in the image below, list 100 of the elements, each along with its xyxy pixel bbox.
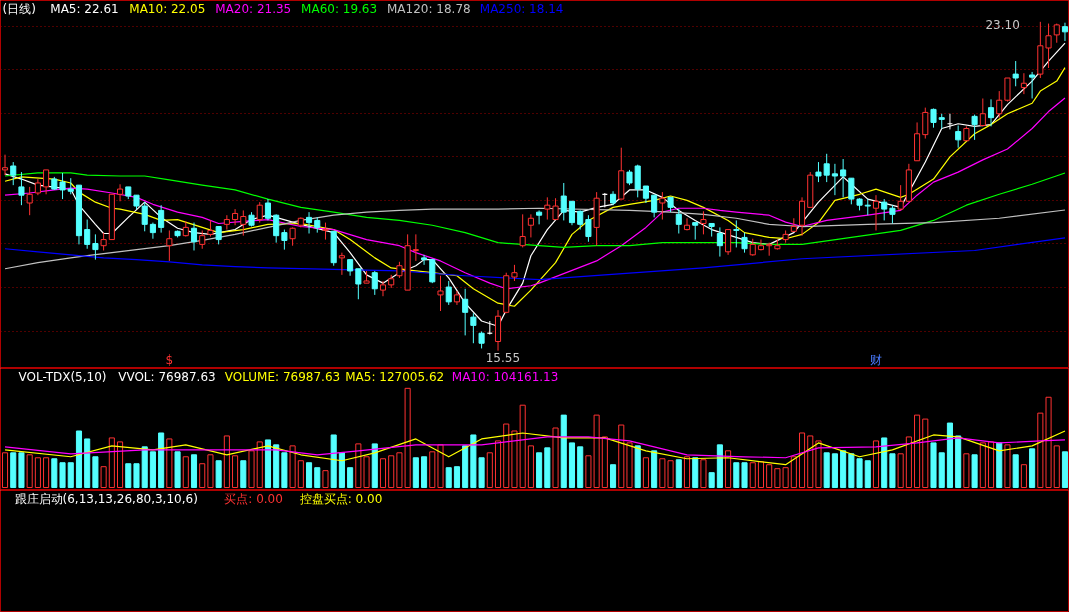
candlestick	[84, 219, 91, 250]
candlestick	[26, 186, 33, 216]
candlestick	[1020, 72, 1027, 95]
candlestick	[585, 214, 592, 243]
bar	[610, 464, 617, 489]
candlestick	[166, 229, 173, 262]
candlestick	[872, 194, 880, 231]
bar	[692, 457, 699, 489]
bar	[412, 457, 419, 489]
candlestick	[437, 275, 444, 312]
bar	[240, 460, 247, 489]
bar	[67, 462, 74, 489]
candlestick	[725, 229, 732, 256]
chart-title: (日线)	[2, 1, 36, 16]
candlestick	[470, 312, 477, 344]
text: MA120: 18.78	[387, 1, 471, 16]
candlestick	[289, 226, 296, 247]
candlestick	[1012, 60, 1019, 87]
candlestick	[421, 254, 428, 266]
bar	[158, 432, 165, 489]
text: MA5: 127005.62	[345, 369, 445, 384]
candlestick	[577, 209, 584, 231]
candlestick	[158, 204, 165, 234]
candlestick	[190, 222, 198, 251]
bar	[675, 459, 682, 489]
bar	[881, 437, 888, 489]
bar	[141, 446, 148, 489]
bar	[445, 467, 452, 489]
candlestick	[733, 219, 740, 248]
bar	[347, 467, 354, 489]
bar	[840, 450, 847, 489]
candlestick	[462, 288, 469, 336]
bar	[889, 453, 896, 489]
bar	[536, 452, 543, 489]
candlestick	[1061, 22, 1069, 42]
candlestick	[683, 217, 691, 231]
bar	[421, 456, 428, 489]
annotation: 15.55	[485, 350, 521, 365]
text: VOLUME: 76987.63	[224, 369, 341, 384]
candlestick	[223, 214, 230, 231]
candlestick	[955, 124, 962, 149]
bar	[149, 451, 156, 489]
candlestick	[527, 213, 534, 238]
candlestick	[379, 280, 387, 297]
bar	[453, 466, 460, 489]
bar	[18, 452, 25, 489]
text: VVOL: 76987.63	[118, 369, 216, 384]
bar	[568, 442, 576, 489]
bar	[716, 444, 723, 489]
bar	[1061, 451, 1069, 489]
bar	[133, 463, 140, 489]
annotation: $	[165, 352, 174, 367]
candlestick	[240, 209, 247, 237]
candlestick	[338, 252, 345, 276]
candlestick	[922, 107, 929, 140]
candlestick	[897, 184, 904, 211]
candlestick	[412, 233, 419, 262]
candlestick	[634, 164, 641, 198]
bar	[75, 430, 83, 489]
bar	[190, 454, 198, 489]
candlestick	[716, 226, 723, 258]
candlestick	[741, 232, 748, 254]
candlestick	[889, 204, 896, 224]
text: MA10: 104161.13	[451, 369, 559, 384]
candlestick	[10, 161, 17, 186]
candlestick	[273, 213, 280, 244]
candlestick	[256, 201, 263, 224]
bar	[174, 451, 181, 489]
chart-title: VOL-TDX(5,10)	[18, 369, 107, 384]
bar	[955, 435, 962, 489]
annotation: 财	[870, 352, 882, 367]
candlestick	[971, 114, 978, 141]
candlestick	[536, 209, 543, 225]
candlestick	[264, 198, 271, 221]
candlestick	[881, 198, 888, 221]
candlestick	[848, 177, 855, 205]
bar	[264, 439, 271, 489]
bar	[577, 446, 584, 489]
bar	[634, 445, 641, 489]
bar	[330, 434, 337, 489]
bar	[305, 462, 313, 489]
bar	[281, 452, 288, 489]
bar	[84, 438, 91, 489]
candlestick	[445, 280, 452, 306]
candlestick	[659, 191, 666, 221]
candlestick	[996, 90, 1003, 119]
text: MA5: 22.61	[50, 1, 119, 16]
bar	[946, 422, 953, 489]
text: 控盘买点: 0.00	[299, 491, 383, 506]
candlestick	[1004, 77, 1011, 103]
bar	[708, 472, 715, 489]
candlestick	[305, 211, 313, 234]
candlestick	[371, 270, 378, 296]
bar	[273, 444, 280, 489]
candlestick	[429, 258, 436, 284]
candlestick	[560, 182, 567, 221]
candlestick	[43, 169, 50, 195]
candlestick	[355, 268, 362, 300]
candlestick	[117, 183, 124, 202]
candlestick	[141, 201, 148, 232]
